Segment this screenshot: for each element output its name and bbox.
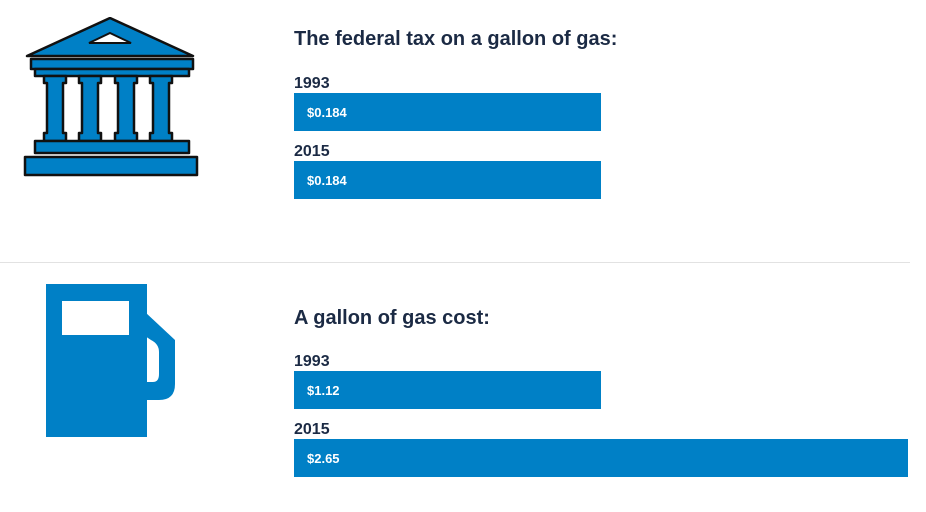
category-label-2015: 2015 [294, 421, 330, 438]
bar-value-label: $2.65 [307, 450, 340, 466]
category-label-2015: 2015 [294, 143, 330, 160]
bar-value-label: $0.184 [307, 104, 347, 120]
bar-1993: $1.12 [294, 371, 601, 409]
bank-building-icon [23, 17, 199, 177]
category-label-1993: 1993 [294, 353, 330, 370]
category-label-1993: 1993 [294, 75, 330, 92]
section-divider [0, 262, 910, 263]
bar-value-label: $1.12 [307, 382, 340, 398]
bar-1993: $0.184 [294, 93, 601, 131]
gas-pump-icon [46, 284, 175, 437]
bar-2015: $2.65 [294, 439, 908, 477]
bar-value-label: $0.184 [307, 172, 347, 188]
chart-title: The federal tax on a gallon of gas: [294, 28, 618, 50]
bar-2015: $0.184 [294, 161, 601, 199]
chart-title: A gallon of gas cost: [294, 307, 490, 329]
gas-price-chart: A gallon of gas cost: 1993 $1.12 2015 $2… [0, 264, 926, 512]
federal-tax-chart: The federal tax on a gallon of gas: 1993… [23, 17, 618, 199]
